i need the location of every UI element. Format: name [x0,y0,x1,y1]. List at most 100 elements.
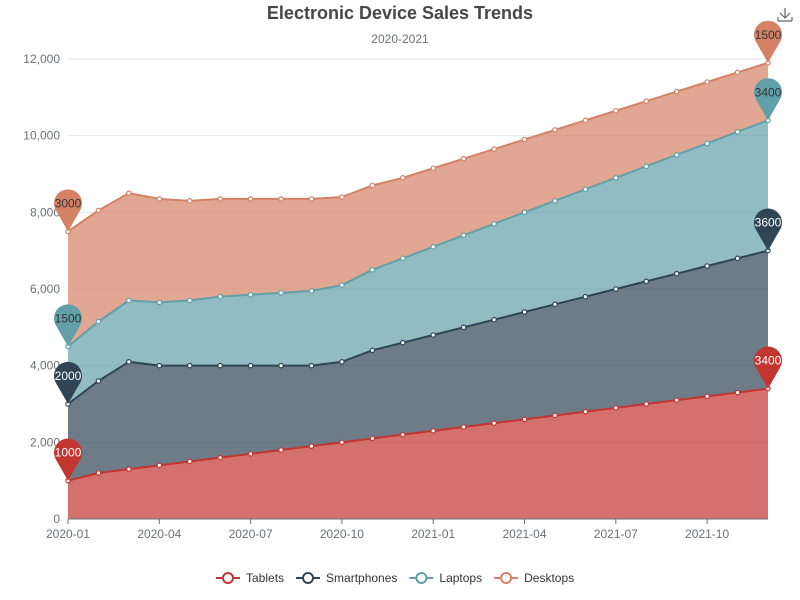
markpoint-smartphones[interactable]: 2000 [54,361,82,404]
data-point-tablets[interactable] [582,408,589,415]
data-point-desktops[interactable] [126,190,132,196]
data-point-laptops[interactable] [430,244,437,250]
data-point-desktops[interactable] [186,198,193,204]
data-point-smartphones[interactable] [613,286,619,292]
data-point-tablets[interactable] [704,393,710,400]
data-point-desktops[interactable] [308,196,315,202]
data-point-tablets[interactable] [643,401,650,407]
markpoint-laptops[interactable]: 1500 [54,304,82,347]
data-point-desktops[interactable] [460,155,467,162]
data-point-smartphones[interactable] [734,255,741,262]
data-point-desktops[interactable] [217,196,223,202]
data-point-laptops[interactable] [95,318,102,325]
data-point-smartphones[interactable] [247,362,254,369]
data-point-smartphones[interactable] [126,359,132,365]
data-point-desktops[interactable] [704,79,710,85]
data-point-laptops[interactable] [582,186,589,193]
data-point-desktops[interactable] [95,207,102,214]
data-point-tablets[interactable] [399,431,406,438]
data-point-tablets[interactable] [552,412,558,419]
data-point-tablets[interactable] [278,447,284,453]
data-point-tablets[interactable] [217,454,223,461]
data-point-smartphones[interactable] [430,332,437,338]
data-point-tablets[interactable] [95,470,102,476]
data-point-desktops[interactable] [278,196,284,202]
data-point-desktops[interactable] [339,194,345,200]
data-point-smartphones[interactable] [369,347,376,354]
data-point-smartphones[interactable] [399,339,406,346]
data-point-laptops[interactable] [460,232,467,239]
data-point-laptops[interactable] [217,293,223,300]
data-point-desktops[interactable] [673,88,680,95]
data-point-smartphones[interactable] [643,278,650,285]
data-point-smartphones[interactable] [186,362,193,369]
markpoint-smartphones[interactable]: 3600 [754,208,782,251]
data-point-tablets[interactable] [491,420,497,426]
data-point-tablets[interactable] [673,397,680,403]
legend-item-laptops[interactable]: Laptops [409,571,482,585]
data-point-desktops[interactable] [399,175,406,181]
markpoint-tablets[interactable]: 1000 [53,438,83,481]
data-point-smartphones[interactable] [582,293,589,300]
data-point-desktops[interactable] [430,165,437,172]
data-point-laptops[interactable] [734,129,741,135]
data-point-tablets[interactable] [339,439,345,446]
data-point-desktops[interactable] [643,98,650,104]
data-point-laptops[interactable] [308,288,315,294]
data-point-tablets[interactable] [369,435,376,442]
data-point-laptops[interactable] [491,221,497,227]
data-point-laptops[interactable] [339,282,345,288]
save-as-image-button[interactable] [776,6,794,24]
data-point-smartphones[interactable] [521,309,528,315]
data-point-smartphones[interactable] [156,362,163,369]
data-point-desktops[interactable] [521,136,528,143]
data-point-laptops[interactable] [186,297,193,304]
data-point-desktops[interactable] [552,127,558,133]
data-point-smartphones[interactable] [673,270,680,277]
data-point-smartphones[interactable] [217,362,223,369]
data-point-tablets[interactable] [430,428,437,434]
data-point-laptops[interactable] [126,297,132,304]
data-point-desktops[interactable] [247,196,254,202]
data-point-desktops[interactable] [734,69,741,76]
data-point-laptops[interactable] [399,255,406,262]
data-point-smartphones[interactable] [552,301,558,308]
data-point-desktops[interactable] [156,196,163,202]
data-point-desktops[interactable] [369,182,376,189]
data-point-laptops[interactable] [278,290,284,296]
data-point-laptops[interactable] [613,175,619,181]
data-point-tablets[interactable] [613,405,619,411]
markpoint-laptops[interactable]: 3400 [754,78,782,121]
data-point-tablets[interactable] [460,424,467,430]
data-point-smartphones[interactable] [95,378,102,384]
data-point-laptops[interactable] [704,140,710,147]
data-point-tablets[interactable] [186,458,193,465]
data-point-desktops[interactable] [582,117,589,124]
data-point-tablets[interactable] [734,389,741,396]
data-point-laptops[interactable] [521,209,528,216]
data-point-smartphones[interactable] [278,362,284,369]
markpoint-desktops[interactable]: 3000 [54,189,82,232]
markpoint-tablets[interactable]: 3400 [754,346,782,389]
data-point-laptops[interactable] [369,267,376,273]
data-point-tablets[interactable] [247,451,254,457]
data-point-smartphones[interactable] [460,324,467,331]
data-point-laptops[interactable] [643,163,650,170]
data-point-smartphones[interactable] [339,359,345,365]
data-point-tablets[interactable] [126,466,132,472]
data-point-desktops[interactable] [491,146,497,152]
markpoint-desktops[interactable]: 1500 [754,20,782,63]
data-point-smartphones[interactable] [308,362,315,369]
data-point-laptops[interactable] [552,198,558,204]
data-point-tablets[interactable] [156,462,163,469]
data-point-tablets[interactable] [308,443,315,449]
data-point-smartphones[interactable] [704,263,710,269]
data-point-laptops[interactable] [247,291,254,298]
data-point-laptops[interactable] [156,299,163,306]
data-point-tablets[interactable] [521,416,528,423]
data-point-desktops[interactable] [613,107,619,114]
legend-item-desktops[interactable]: Desktops [494,571,574,585]
data-point-laptops[interactable] [673,152,680,158]
legend-item-tablets[interactable]: Tablets [216,571,284,585]
data-point-smartphones[interactable] [491,316,497,323]
